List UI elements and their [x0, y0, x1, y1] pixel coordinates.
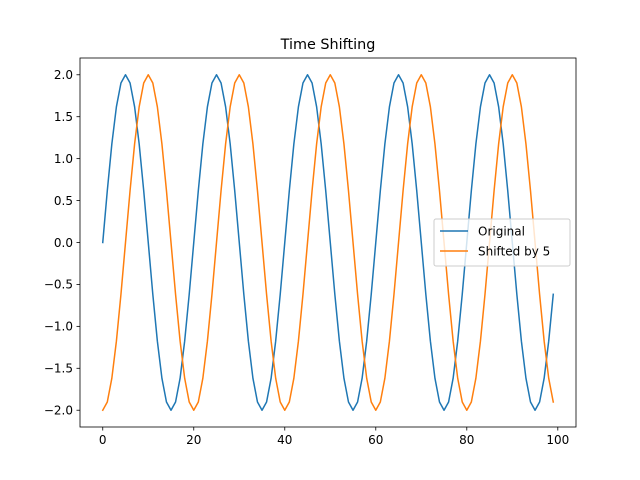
y-tick-label: 2.0: [54, 68, 73, 82]
y-tick-label: 1.5: [54, 110, 73, 124]
x-tick-label: 40: [277, 433, 292, 447]
legend-label-2: Shifted by 5: [478, 244, 550, 258]
y-tick-label: −1.0: [44, 320, 73, 334]
x-tick-label: 0: [99, 433, 107, 447]
axes-layer: 0 20 40 60 80 100 −2.0 −1.5 −1.0 −0.5 0.0 0.5 1.0 1.5…: [44, 57, 577, 447]
series-layer: [101, 74, 555, 412]
x-tick-label: 80: [459, 433, 474, 447]
y-tick-label: −0.5: [44, 278, 73, 292]
y-tick-label: −2.0: [44, 404, 73, 418]
chart-title: Time Shifting: [280, 37, 376, 53]
x-tick-label: 100: [546, 433, 569, 447]
legend-label-1: Original: [478, 224, 525, 238]
x-tick-label: 20: [186, 433, 201, 447]
y-tick-label: 0.5: [54, 194, 73, 208]
x-tick-label: 60: [368, 433, 383, 447]
y-tick-label: 1.0: [54, 152, 73, 166]
series-line-2: [101, 74, 555, 412]
series-line-1: [101, 74, 555, 411]
legend: Original Shifted by 5: [433, 218, 571, 267]
y-tick-label: 0.0: [54, 236, 73, 250]
y-tick-label: −1.5: [44, 362, 73, 376]
